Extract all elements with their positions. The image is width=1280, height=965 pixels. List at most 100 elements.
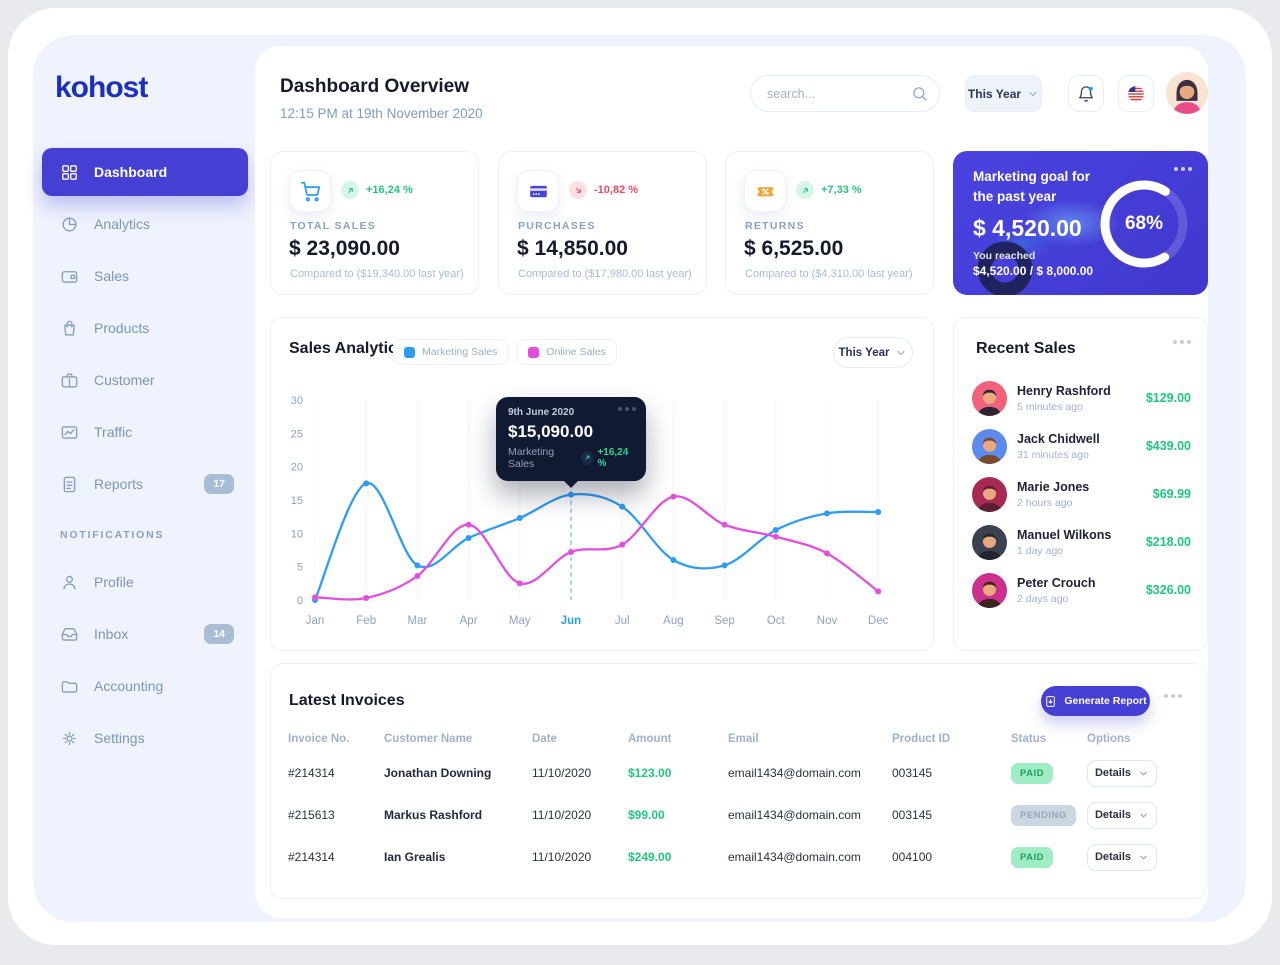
sale-amount: $69.99	[1152, 487, 1191, 501]
legend-swatch	[528, 346, 540, 358]
sidebar-item-settings[interactable]: Settings	[42, 714, 248, 762]
sidebar-item-label: Analytics	[94, 216, 151, 232]
gear-icon	[62, 731, 77, 745]
sidebar-item-sales[interactable]: Sales	[42, 252, 248, 300]
svg-text:Apr: Apr	[460, 615, 478, 627]
legend-online-sales[interactable]: Online Sales	[517, 339, 617, 365]
folder-icon	[61, 680, 78, 693]
invoice-amount: $249.00	[628, 850, 672, 864]
sidebar-item-profile[interactable]: Profile	[42, 558, 248, 606]
details-button[interactable]: Details	[1087, 843, 1157, 871]
invoice-number: #214314	[288, 766, 335, 780]
invoice-date: 11/10/2020	[532, 808, 592, 822]
invoice-amount: $99.00	[628, 808, 665, 822]
delta-badge: +7,33 %	[796, 181, 862, 199]
latest-invoices-card: Latest Invoices Generate Report Invoice …	[270, 663, 1207, 899]
column-header: Date	[532, 733, 557, 745]
bell-icon	[1078, 85, 1094, 102]
list-item[interactable]: Manuel Wilkons 1 day ago $218.00	[972, 518, 1191, 566]
table-row: #214314 Ian Grealis 11/10/2020 $249.00 e…	[288, 836, 1189, 878]
dashboard-grid-icon	[62, 164, 77, 180]
sidebar-item-customer[interactable]: Customer	[42, 356, 248, 404]
goal-menu-dots[interactable]	[1174, 167, 1192, 171]
svg-text:Feb: Feb	[356, 615, 376, 627]
stat-label: PURCHASES	[518, 220, 596, 232]
period-select-value: This Year	[967, 86, 1022, 101]
recent-sales-menu-dots[interactable]	[1173, 340, 1191, 344]
stat-label: TOTAL SALES	[290, 220, 377, 232]
cart-icon	[289, 170, 331, 212]
legend-marketing-sales[interactable]: Marketing Sales	[393, 339, 509, 365]
kohost-logo: kohost	[55, 71, 148, 104]
stat-value: $ 14,850.00	[517, 237, 628, 260]
progress-ring	[1100, 180, 1188, 268]
status-badge: PAID	[1011, 762, 1053, 784]
details-button[interactable]: Details	[1087, 759, 1157, 787]
sale-amount: $439.00	[1145, 439, 1191, 453]
generate-report-button[interactable]: Generate Report	[1041, 686, 1150, 716]
chevron-down-icon	[1140, 771, 1147, 775]
avatar-illustration	[1166, 72, 1208, 114]
chevron-down-icon	[1140, 855, 1147, 859]
sidebar-item-label: Settings	[94, 730, 145, 746]
stat-value: $ 6,525.00	[744, 237, 844, 260]
sidebar-item-products[interactable]: Products	[42, 304, 248, 352]
delta-badge: +16,24 %	[341, 181, 413, 199]
list-item[interactable]: Henry Rashford 5 minutes ago $129.00	[972, 374, 1191, 422]
sidebar-item-dashboard[interactable]: Dashboard	[42, 148, 248, 196]
invoices-menu-dots[interactable]	[1164, 694, 1182, 698]
sidebar-item-inbox[interactable]: Inbox 14	[42, 610, 248, 658]
app-frame: kohost Dashboard Analytics Sales Product…	[8, 8, 1272, 945]
avatar	[972, 380, 1007, 416]
column-header: Product ID	[892, 733, 951, 745]
notifications-button[interactable]	[1068, 75, 1104, 112]
invoice-number: #215613	[288, 808, 335, 822]
list-item[interactable]: Marie Jones 2 hours ago $69.99	[972, 470, 1191, 518]
svg-text:Aug: Aug	[663, 615, 683, 627]
sidebar-item-traffic[interactable]: Traffic	[42, 408, 248, 456]
wallet-icon	[61, 270, 78, 283]
page-subtitle: 12:15 PM at 19th November 2020	[280, 106, 483, 121]
language-button[interactable]	[1118, 75, 1154, 112]
invoice-amount: $123.00	[628, 766, 672, 780]
svg-text:0: 0	[297, 595, 303, 607]
column-header: Email	[728, 733, 759, 745]
svg-text:15: 15	[291, 495, 303, 507]
sidebar-item-label: Sales	[94, 268, 130, 284]
details-button[interactable]: Details	[1087, 801, 1157, 829]
list-item[interactable]: Peter Crouch 2 days ago $326.00	[972, 566, 1191, 614]
user-avatar[interactable]	[1166, 72, 1208, 114]
svg-text:Jun: Jun	[561, 615, 581, 627]
report-document-icon	[63, 476, 76, 492]
chart-period-select[interactable]: This Year	[833, 337, 913, 368]
svg-text:Dec: Dec	[868, 615, 889, 627]
period-select[interactable]: This Year	[965, 75, 1042, 112]
search-input[interactable]	[767, 76, 907, 111]
search-icon[interactable]	[911, 85, 928, 102]
status-badge: PENDING	[1011, 804, 1076, 826]
stat-compare: Compared to ($4,310.00 last year)	[745, 268, 913, 280]
sidebar-item-label: Dashboard	[94, 164, 168, 180]
product-id: 003145	[892, 808, 933, 822]
goal-amount: $ 4,520.00	[973, 215, 1082, 241]
sidebar-item-accounting[interactable]: Accounting	[42, 662, 248, 710]
sidebar-item-label: Profile	[94, 574, 134, 590]
list-item[interactable]: Jack Chidwell 31 minutes ago $439.00	[972, 422, 1191, 470]
pie-chart-icon	[62, 216, 77, 232]
sidebar-item-reports[interactable]: Reports 17	[42, 460, 248, 508]
goal-reached-label: You reached	[973, 250, 1036, 262]
invoice-date: 11/10/2020	[532, 850, 592, 864]
stat-compare: Compared to ($17,980.00 last year)	[518, 268, 692, 280]
stat-card-purchases: -10,82 % PURCHASES $ 14,850.00 Compared …	[498, 151, 707, 295]
trend-up-icon	[796, 181, 814, 199]
sidebar-item-analytics[interactable]: Analytics	[42, 200, 248, 248]
app-panel: kohost Dashboard Analytics Sales Product…	[33, 35, 1246, 922]
inbox-count-badge: 14	[204, 624, 234, 644]
goal-reached-value: $4,520.00 / $ 8,000.00	[973, 264, 1094, 278]
sale-amount: $129.00	[1145, 391, 1191, 405]
person-icon	[63, 575, 76, 590]
recent-sales-card: Recent Sales Henry Rashford 5 minutes ago…	[953, 317, 1208, 651]
sidebar-nav: Dashboard Analytics Sales Products Custo…	[42, 148, 248, 766]
svg-text:Jan: Jan	[306, 615, 325, 627]
chevron-down-icon	[1029, 91, 1037, 96]
